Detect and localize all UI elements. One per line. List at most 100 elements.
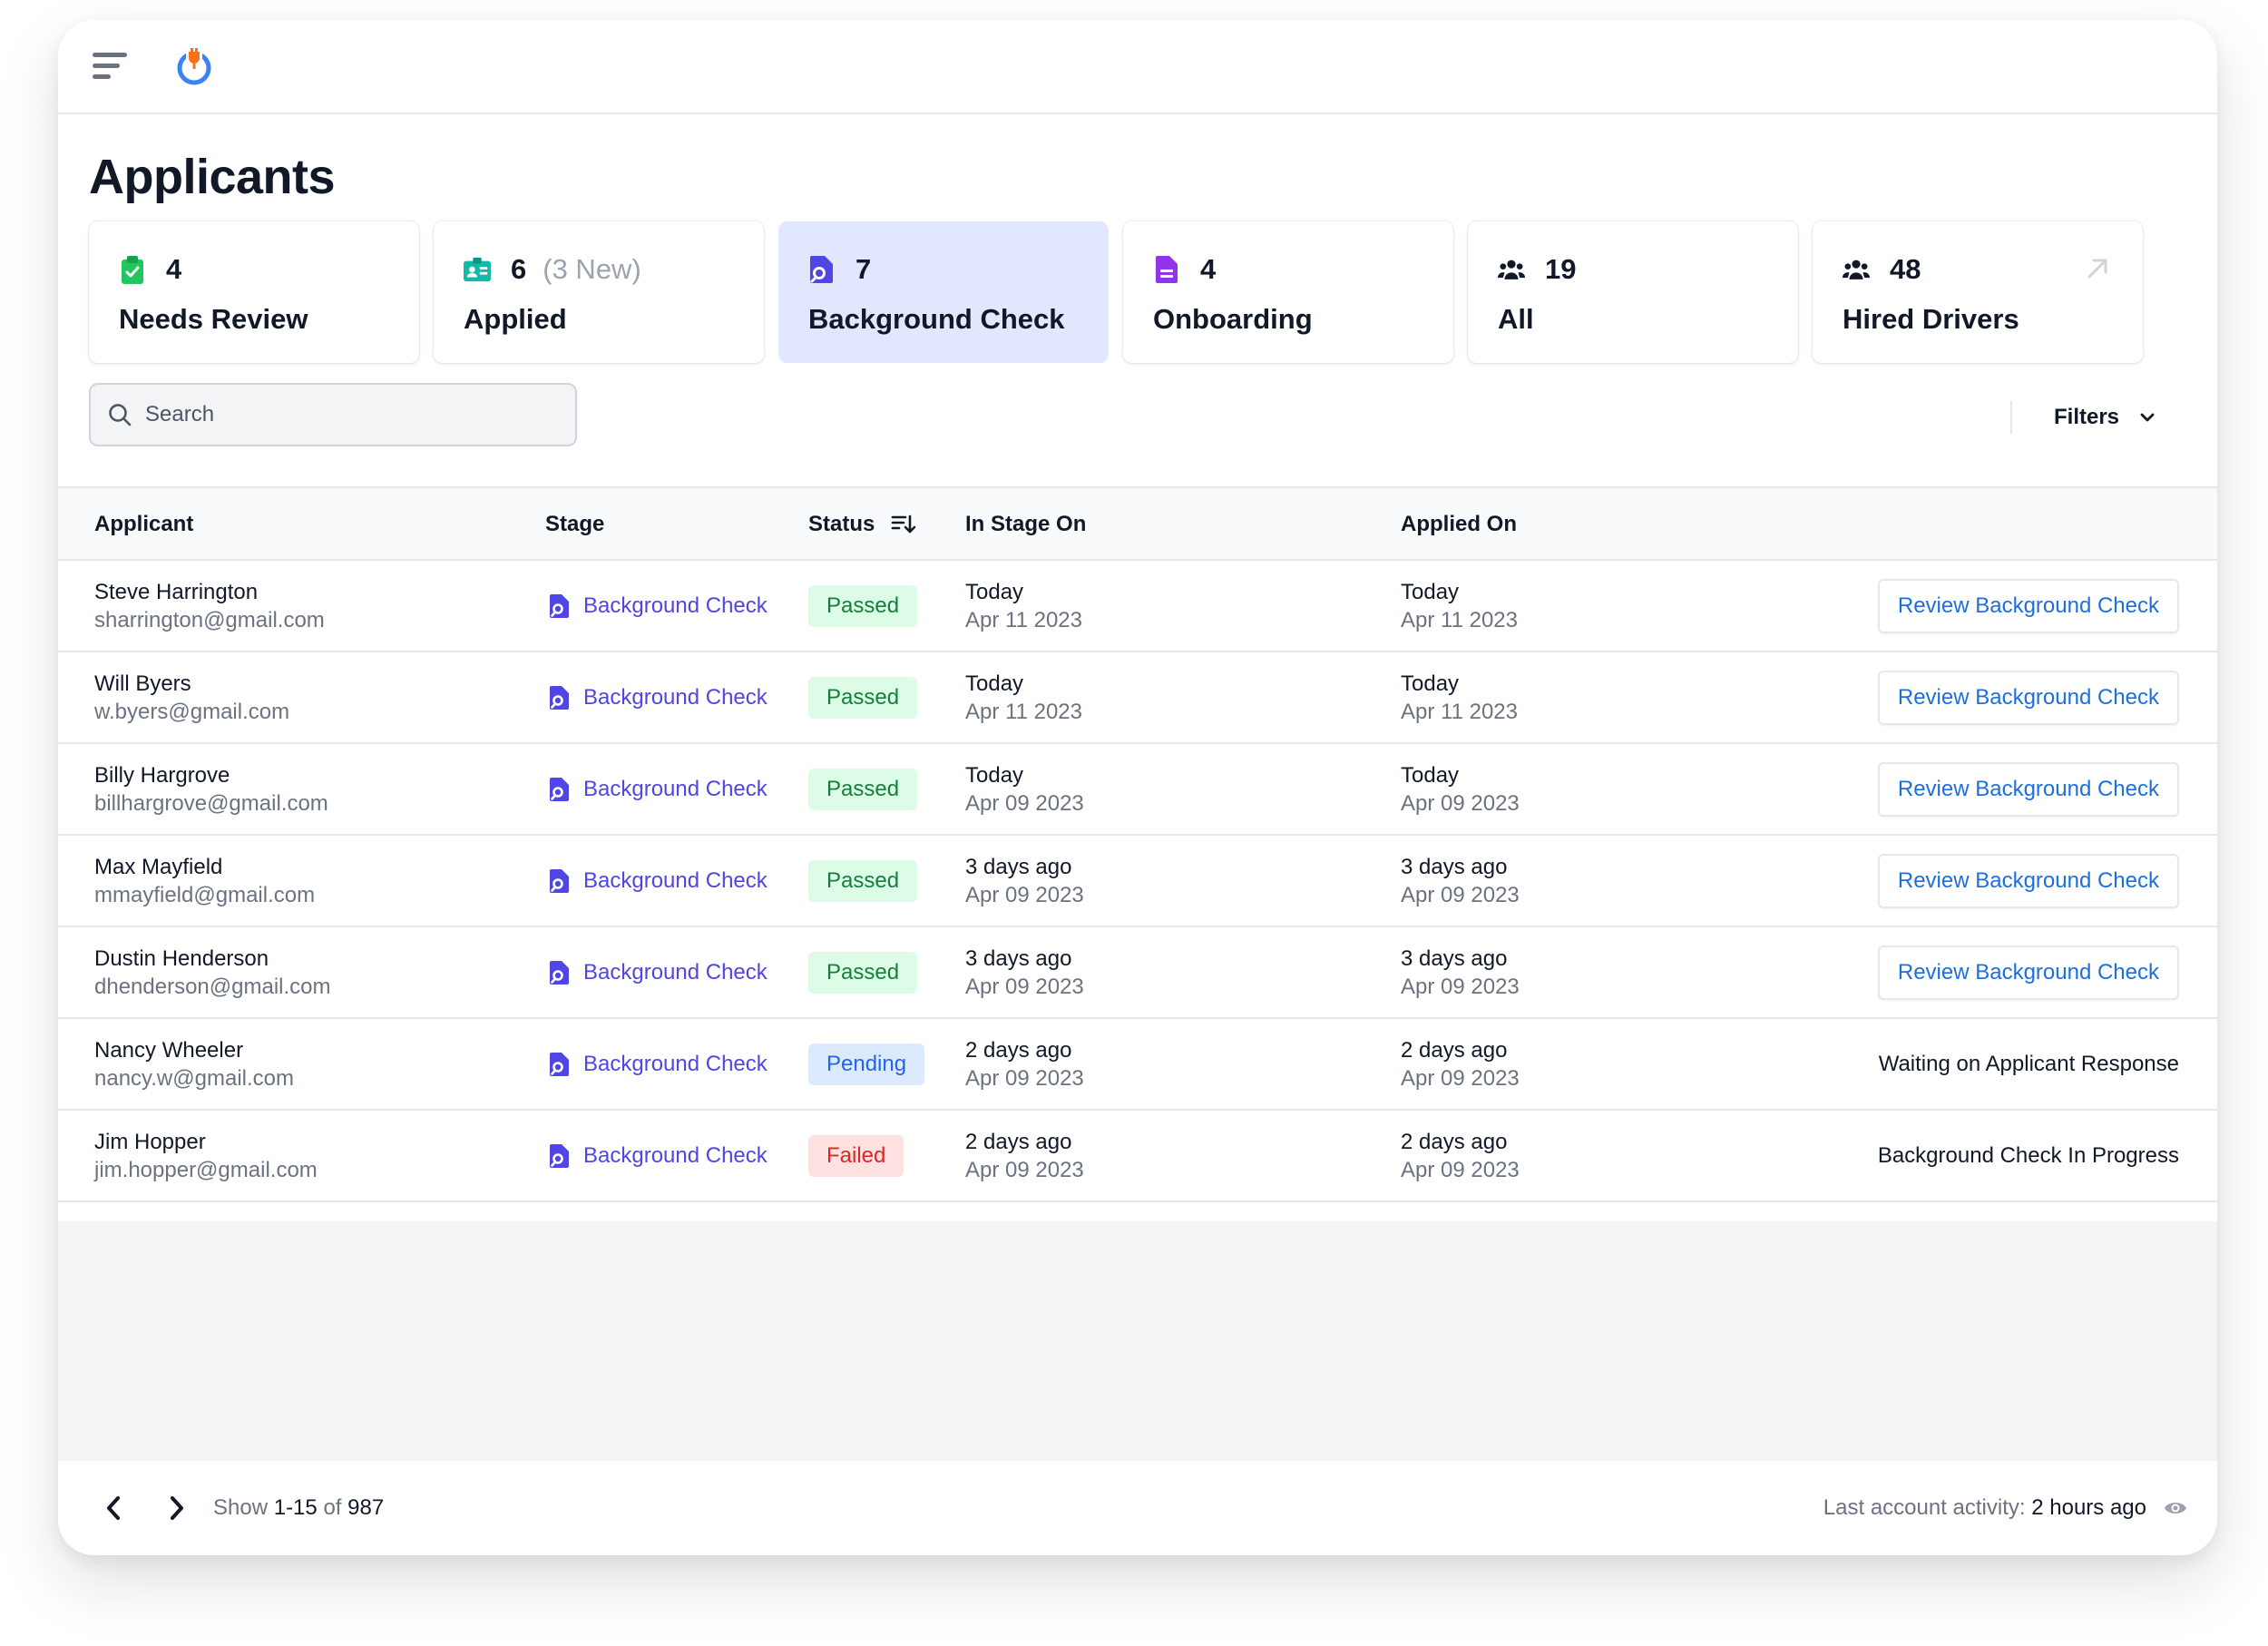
card-all[interactable]: 19 All bbox=[1468, 221, 1798, 363]
review-background-check-button[interactable]: Review Background Check bbox=[1877, 578, 2179, 633]
applicants-table: Applicant Stage Status In Stage On Appli… bbox=[58, 486, 2217, 1202]
review-background-check-button[interactable]: Review Background Check bbox=[1877, 670, 2179, 725]
search-input[interactable] bbox=[145, 402, 544, 427]
filters-divider bbox=[2010, 401, 2012, 434]
page-title: Applicants bbox=[89, 150, 336, 204]
stage-label: Background Check bbox=[583, 1142, 767, 1168]
stage-link[interactable]: Background Check bbox=[549, 927, 767, 1017]
table-row[interactable]: Steve Harrington sharrington@gmail.com Bac… bbox=[58, 561, 2217, 652]
applicant-cell: Max Mayfield mmayfield@gmail.com bbox=[94, 836, 315, 926]
stage-link[interactable]: Background Check bbox=[549, 1111, 767, 1200]
search-box[interactable] bbox=[89, 383, 577, 446]
search-document-icon bbox=[550, 777, 569, 801]
card-hired-drivers[interactable]: 48 Hired Drivers bbox=[1813, 221, 2143, 363]
search-document-icon bbox=[550, 593, 569, 618]
applicant-email: billhargrove@gmail.com bbox=[94, 790, 328, 816]
in-stage-date: Apr 09 2023 bbox=[965, 882, 1084, 907]
stage-link[interactable]: Background Check bbox=[549, 836, 767, 926]
footer: Show 1-15 of 987 Last account activity: … bbox=[58, 1461, 2217, 1555]
column-applicant[interactable]: Applicant bbox=[94, 512, 194, 536]
card-background-check[interactable]: 7 Background Check bbox=[778, 221, 1109, 363]
in-stage-relative: 3 days ago bbox=[965, 854, 1072, 879]
applicant-name: Will Byers bbox=[94, 671, 191, 696]
applicant-cell: Steve Harrington sharrington@gmail.com bbox=[94, 561, 325, 651]
applied-relative: 2 days ago bbox=[1401, 1037, 1508, 1063]
search-document-icon bbox=[550, 1052, 569, 1076]
in-stage-date: Apr 09 2023 bbox=[965, 1157, 1084, 1182]
stage-label: Background Check bbox=[583, 593, 767, 618]
stage-link[interactable]: Background Check bbox=[549, 744, 767, 834]
chevron-right-icon bbox=[171, 1496, 183, 1520]
applied-date: Apr 11 2023 bbox=[1401, 607, 1518, 632]
menu-icon[interactable] bbox=[93, 51, 127, 82]
stage-label: Background Check bbox=[583, 684, 767, 710]
review-background-check-button[interactable]: Review Background Check bbox=[1877, 945, 2179, 1000]
table-row[interactable]: Will Byers w.byers@gmail.com Background Ch… bbox=[58, 652, 2217, 744]
card-label: Onboarding bbox=[1153, 303, 1313, 335]
next-page-button[interactable] bbox=[160, 1492, 192, 1524]
card-label: Applied bbox=[464, 303, 567, 335]
column-in-stage-on[interactable]: In Stage On bbox=[965, 512, 1087, 536]
in-stage-on-cell: Today Apr 11 2023 bbox=[965, 652, 1082, 742]
search-document-icon bbox=[550, 685, 569, 710]
applicant-name: Steve Harrington bbox=[94, 579, 259, 604]
stage-link[interactable]: Background Check bbox=[549, 652, 767, 742]
applicant-name: Dustin Henderson bbox=[94, 945, 269, 971]
column-status[interactable]: Status bbox=[808, 488, 916, 561]
applicant-name: Nancy Wheeler bbox=[94, 1037, 244, 1063]
status-badge: Failed bbox=[808, 1134, 904, 1177]
stage-link[interactable]: Background Check bbox=[549, 1019, 767, 1109]
review-background-check-button[interactable]: Review Background Check bbox=[1877, 853, 2179, 908]
action-cell: Review Background Check bbox=[1877, 744, 2179, 834]
applicant-name: Billy Hargrove bbox=[94, 762, 230, 788]
eye-icon[interactable] bbox=[2163, 1497, 2188, 1519]
stage-label: Background Check bbox=[583, 959, 767, 985]
card-count: 19 bbox=[1545, 253, 1577, 285]
status-cell: Passed bbox=[808, 561, 918, 651]
table-row[interactable]: Max Mayfield mmayfield@gmail.com Backgroun… bbox=[58, 836, 2217, 927]
card-count: 6 bbox=[511, 253, 527, 285]
table-row[interactable]: Nancy Wheeler nancy.w@gmail.com Background… bbox=[58, 1019, 2217, 1111]
stage-label: Background Check bbox=[583, 1051, 767, 1076]
card-label: Background Check bbox=[808, 303, 1065, 335]
column-stage[interactable]: Stage bbox=[545, 512, 605, 536]
card-label: Hired Drivers bbox=[1843, 303, 2019, 335]
in-stage-date: Apr 11 2023 bbox=[965, 607, 1082, 632]
table-row[interactable]: Dustin Henderson dhenderson@gmail.com Back… bbox=[58, 927, 2217, 1019]
applicant-cell: Dustin Henderson dhenderson@gmail.com bbox=[94, 927, 331, 1017]
filters-button[interactable]: Filters bbox=[2054, 401, 2157, 434]
table-row[interactable]: Jim Hopper jim.hopper@gmail.com Background… bbox=[58, 1111, 2217, 1202]
action-cell: Review Background Check bbox=[1877, 561, 2179, 651]
review-background-check-button[interactable]: Review Background Check bbox=[1877, 761, 2179, 817]
sort-icon[interactable] bbox=[891, 512, 916, 537]
in-stage-relative: 2 days ago bbox=[965, 1129, 1072, 1154]
applicant-email: mmayfield@gmail.com bbox=[94, 882, 316, 907]
applied-date: Apr 09 2023 bbox=[1401, 790, 1520, 816]
stage-cards: 4 Needs Review 6 (3 New) Applied 7 Backg… bbox=[89, 221, 2143, 363]
prev-page-button[interactable] bbox=[98, 1492, 131, 1524]
applicant-email: nancy.w@gmail.com bbox=[94, 1065, 294, 1091]
logo-icon[interactable] bbox=[174, 46, 214, 86]
action-cell: Waiting on Applicant Response bbox=[1879, 1019, 2179, 1109]
card-needs-review[interactable]: 4 Needs Review bbox=[89, 221, 419, 363]
card-label: Needs Review bbox=[119, 303, 308, 335]
applicant-cell: Billy Hargrove billhargrove@gmail.com bbox=[94, 744, 328, 834]
column-applied-on[interactable]: Applied On bbox=[1401, 512, 1517, 536]
applicant-name: Max Mayfield bbox=[94, 854, 223, 879]
applied-relative: 2 days ago bbox=[1401, 1129, 1508, 1154]
status-badge: Passed bbox=[808, 768, 918, 810]
search-document-icon bbox=[550, 868, 569, 893]
status-cell: Passed bbox=[808, 836, 918, 926]
search-icon bbox=[109, 404, 132, 426]
clipboard-check-icon bbox=[119, 254, 146, 285]
stage-link[interactable]: Background Check bbox=[549, 561, 767, 651]
in-stage-relative: Today bbox=[965, 671, 1024, 696]
applied-date: Apr 09 2023 bbox=[1401, 974, 1520, 999]
applied-date: Apr 09 2023 bbox=[1401, 882, 1520, 907]
external-link-arrow-icon[interactable] bbox=[2085, 256, 2110, 281]
column-status-label: Status bbox=[808, 512, 875, 536]
applied-relative: Today bbox=[1401, 762, 1460, 788]
card-onboarding[interactable]: 4 Onboarding bbox=[1123, 221, 1453, 363]
card-applied[interactable]: 6 (3 New) Applied bbox=[434, 221, 764, 363]
table-row[interactable]: Billy Hargrove billhargrove@gmail.com Back… bbox=[58, 744, 2217, 836]
